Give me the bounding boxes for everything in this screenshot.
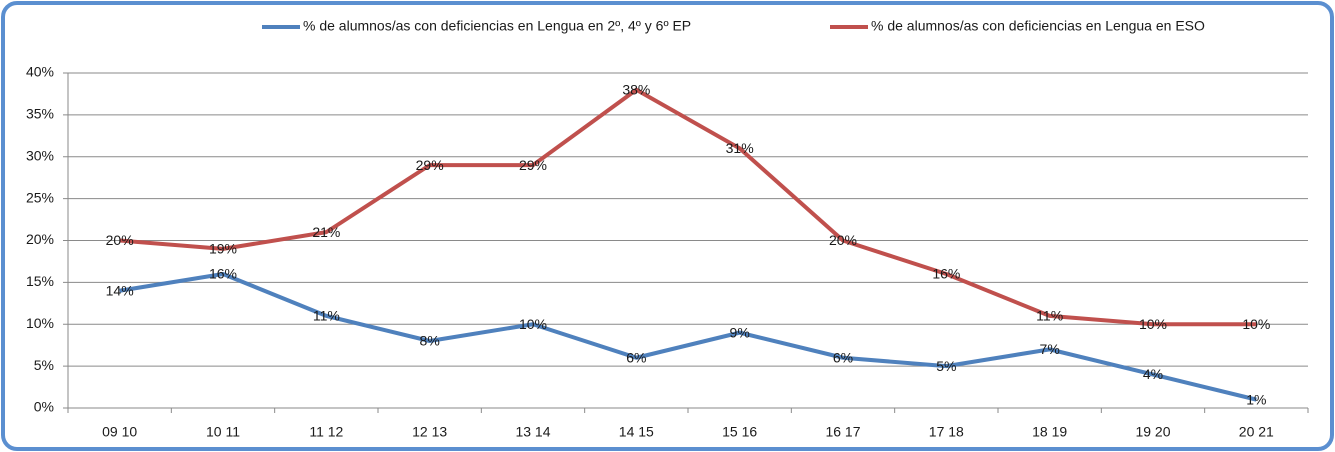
data-label: 19% [209, 241, 237, 257]
data-label: 1% [1246, 391, 1266, 407]
x-tick-label: 10 11 [206, 424, 240, 440]
data-label: 6% [833, 349, 853, 365]
data-label: 6% [626, 349, 646, 365]
data-label: 10% [1139, 316, 1167, 332]
y-tick-label: 0% [34, 399, 54, 415]
x-tick-label: 09 10 [102, 424, 137, 440]
data-label: 16% [932, 266, 960, 282]
data-label: 20% [829, 232, 857, 248]
x-tick-label: 18 19 [1032, 424, 1067, 440]
x-tick-label: 16 17 [825, 424, 860, 440]
x-tick-label: 19 20 [1135, 424, 1170, 440]
y-tick-label: 30% [26, 147, 54, 163]
x-tick-label: 17 18 [929, 424, 964, 440]
data-label: 10% [519, 316, 547, 332]
data-label: 29% [416, 157, 444, 173]
data-label: 20% [106, 232, 134, 248]
y-tick-label: 40% [26, 64, 54, 80]
data-label: 31% [726, 140, 754, 156]
x-tick-label: 14 15 [619, 424, 654, 440]
data-label: 5% [936, 358, 956, 374]
y-tick-label: 10% [26, 315, 54, 331]
legend-label: % de alumnos/as con deficiencias en Leng… [871, 18, 1205, 34]
y-tick-label: 25% [26, 189, 54, 205]
data-label: 21% [312, 224, 340, 240]
x-tick-label: 15 16 [722, 424, 757, 440]
data-label: 11% [313, 308, 340, 324]
series-line [119, 272, 1257, 402]
data-label: 10% [1242, 316, 1270, 332]
y-tick-label: 15% [26, 273, 54, 289]
x-tick-label: 11 12 [309, 424, 343, 440]
data-label: 4% [1143, 366, 1163, 382]
data-label: 11% [1036, 308, 1063, 324]
data-label: 14% [106, 282, 134, 298]
series-line [119, 87, 1257, 327]
data-label: 29% [519, 157, 547, 173]
data-label: 7% [1040, 341, 1060, 357]
x-tick-label: 20 21 [1239, 424, 1274, 440]
x-tick-label: 13 14 [515, 424, 550, 440]
x-tick-label: 12 13 [412, 424, 447, 440]
legend-label: % de alumnos/as con deficiencias en Leng… [303, 18, 691, 34]
data-label: 8% [420, 333, 440, 349]
data-label: 38% [622, 81, 650, 97]
data-label: 9% [730, 324, 750, 340]
data-label: 16% [209, 266, 237, 282]
y-tick-label: 5% [34, 357, 54, 373]
y-tick-label: 35% [26, 106, 54, 122]
y-tick-label: 20% [26, 231, 54, 247]
